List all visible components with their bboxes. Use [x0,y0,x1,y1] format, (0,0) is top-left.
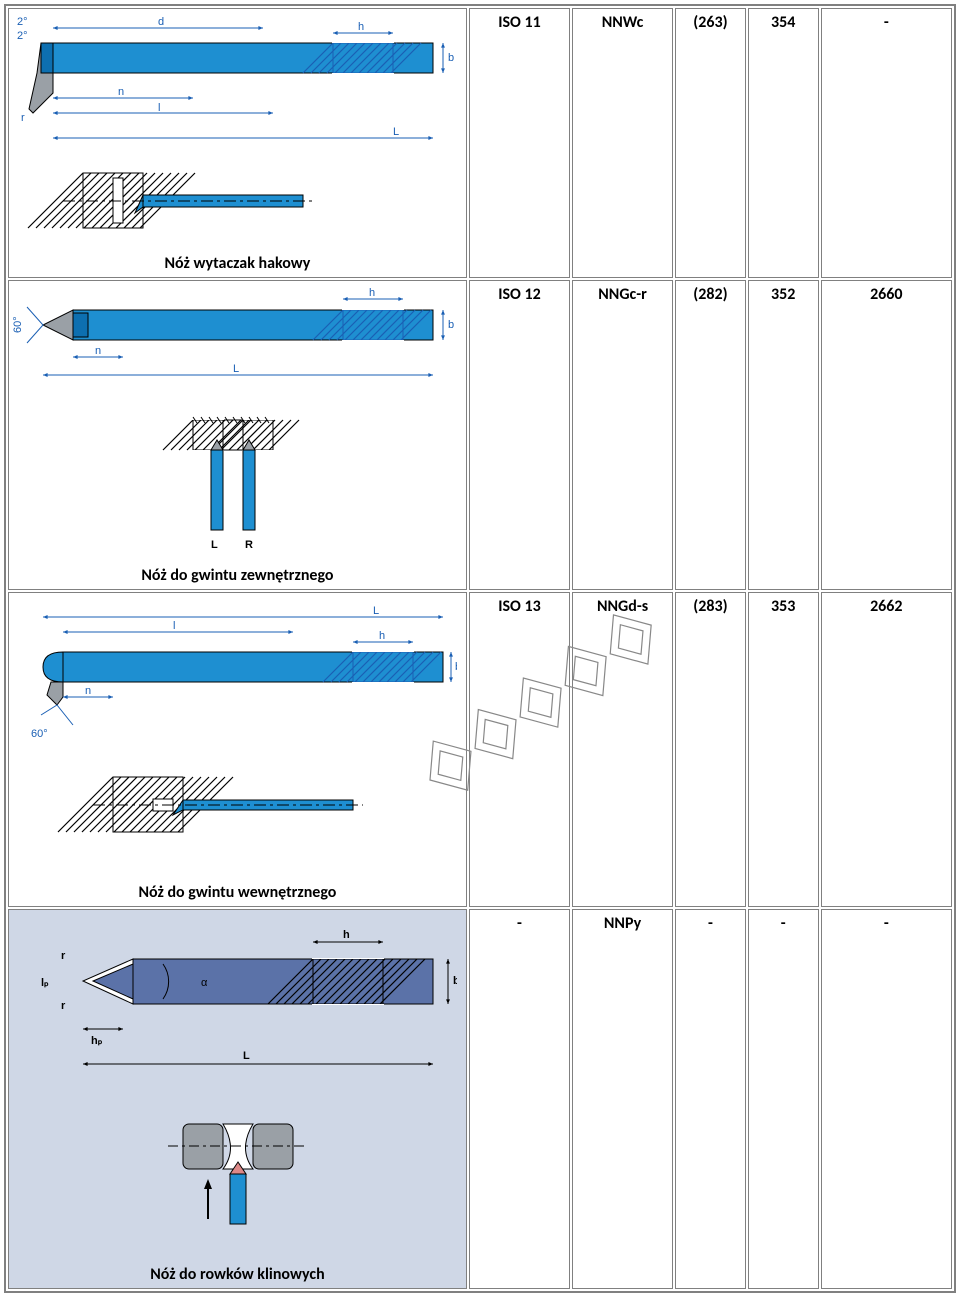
data-cell: (263) [675,8,746,278]
svg-text:b: b [455,661,457,673]
svg-text:d: d [158,16,164,28]
diagram-cell: 60° h b n L L R Nóż do gwintu zewnętrznego [8,280,467,590]
data-cell: - [675,909,746,1289]
data-cell: NNGc-r [572,280,673,590]
svg-text:h: h [379,630,385,642]
svg-text:α: α [201,977,208,989]
svg-text:hₚ: hₚ [91,1035,103,1047]
svg-text:b: b [453,975,457,987]
table-row: 60° Ll h b n Nóż do gwintu wewnętrznegoISO 13… [8,592,952,907]
data-cell: ISO 11 [469,8,570,278]
svg-text:R: R [245,539,253,551]
data-cell: 353 [748,592,819,907]
diagram-caption: Nóż wytaczak hakowy [9,254,466,273]
data-cell: - [469,909,570,1289]
diagram-cell: d h b n l L 2° 2° r Nóż wytaczak hakowy [8,8,467,278]
svg-text:L: L [373,605,379,617]
data-cell: (282) [675,280,746,590]
svg-text:L: L [233,363,239,375]
diagram-cell: 60° Ll h b n Nóż do gwintu wewnętrznego [8,592,467,907]
svg-text:n: n [118,86,124,98]
tool-table: d h b n l L 2° 2° r Nóż wytaczak hakowyISO 11NNWc… [4,4,956,1293]
diagram-caption: Nóż do rowków klinowych [9,1265,466,1284]
svg-text:b: b [448,52,454,64]
svg-text:l: l [158,102,160,114]
data-cell: NNGd-s [572,592,673,907]
svg-text:60°: 60° [31,728,48,740]
diagram-cell: αhbrrlₚhₚLNóż do rowków klinowych [8,909,467,1289]
svg-text:2°: 2° [17,30,28,42]
svg-text:L: L [243,1050,250,1062]
tool-diagram: 60° h b n L L R [13,285,457,567]
data-cell: NNPy [572,909,673,1289]
data-cell: 352 [748,280,819,590]
svg-text:n: n [85,685,91,697]
svg-text:r: r [61,950,66,962]
svg-text:L: L [211,539,218,551]
svg-text:r: r [61,1000,66,1012]
data-cell: 354 [748,8,819,278]
svg-text:l: l [173,620,175,632]
data-cell: - [748,909,819,1289]
data-cell: (283) [675,592,746,907]
svg-text:60°: 60° [13,316,24,333]
svg-text:h: h [343,929,350,941]
tool-diagram: 60° Ll h b n [13,597,457,884]
diagram-caption: Nóż do gwintu wewnętrznego [9,883,466,902]
svg-text:lₚ: lₚ [41,977,49,989]
data-cell: - [821,8,952,278]
tool-diagram: αhbrrlₚhₚL [13,914,457,1266]
svg-text:n: n [95,345,101,357]
svg-text:b: b [448,319,454,331]
tool-diagram: d h b n l L 2° 2° r [13,13,457,255]
svg-text:h: h [358,21,364,33]
data-cell: 2660 [821,280,952,590]
table-row: 60° h b n L L R Nóż do gwintu zewnętrznegoISO 1… [8,280,952,590]
diagram-caption: Nóż do gwintu zewnętrznego [9,566,466,585]
svg-text:r: r [21,112,25,124]
table-row: d h b n l L 2° 2° r Nóż wytaczak hakowyISO 11NNWc… [8,8,952,278]
data-cell: ISO 13 [469,592,570,907]
svg-text:2°: 2° [17,16,28,28]
data-cell: NNWc [572,8,673,278]
svg-text:h: h [369,287,375,299]
data-cell: - [821,909,952,1289]
data-cell: 2662 [821,592,952,907]
data-cell: ISO 12 [469,280,570,590]
svg-text:L: L [393,126,399,138]
table-row: αhbrrlₚhₚLNóż do rowków klinowych-NNPy--… [8,909,952,1289]
